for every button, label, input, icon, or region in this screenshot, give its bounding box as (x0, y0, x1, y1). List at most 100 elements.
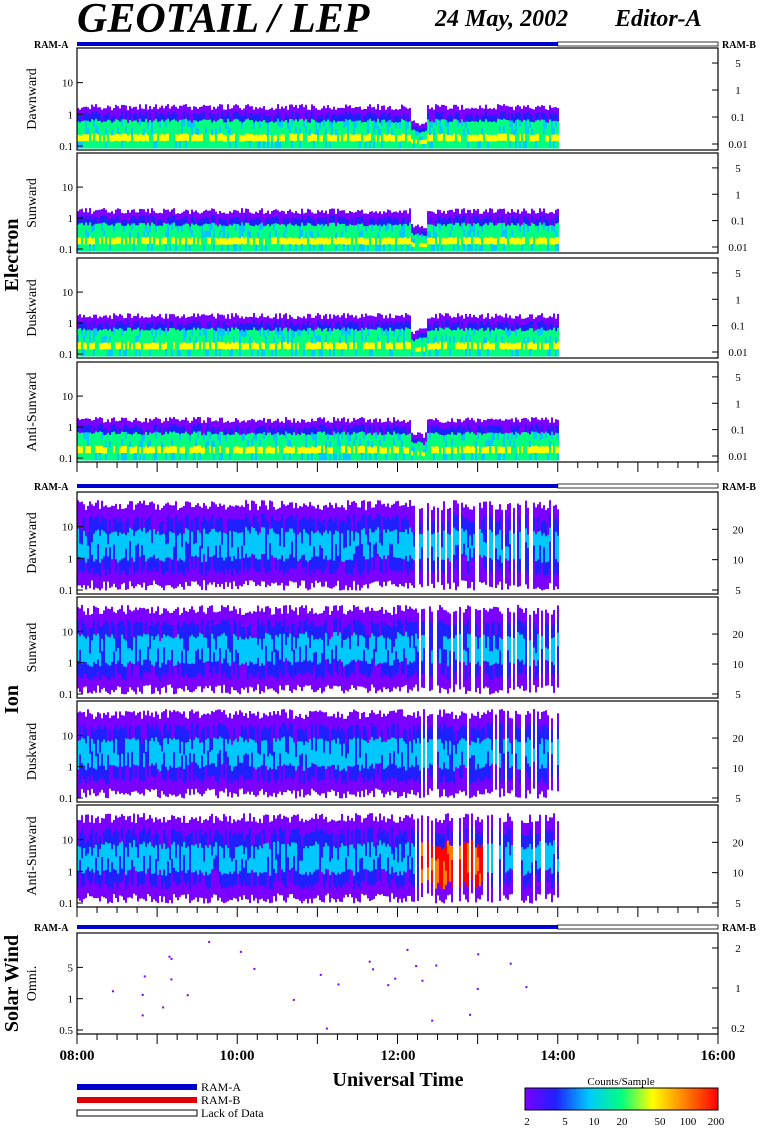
spectrogram-cell (97, 343, 99, 351)
spectrogram-cell (285, 106, 287, 114)
spectrogram-cell (141, 121, 143, 129)
spectrogram-cell (541, 327, 543, 336)
spectrogram-cell (277, 217, 279, 225)
spectrogram-cell (269, 226, 271, 233)
spectrogram-cell (311, 330, 313, 338)
spectrogram-cell (217, 134, 219, 142)
spectrogram-cell (367, 335, 369, 344)
spectrogram-cell (119, 121, 121, 129)
spectrogram-cell (417, 127, 419, 133)
spectrogram-cell (209, 126, 211, 135)
spectrogram-cell (143, 317, 145, 325)
spectrogram-cell (141, 428, 143, 436)
spectrogram-cell (119, 453, 121, 461)
spectrogram-cell (323, 112, 325, 121)
spectrogram-cell (345, 349, 347, 357)
spectrogram-cell (435, 126, 437, 134)
spectrogram-cell (311, 231, 313, 239)
spectrogram-cell (473, 134, 475, 142)
spectrogram-cell (267, 439, 269, 447)
spectrogram-cell (535, 232, 537, 239)
spectrogram-cell (271, 230, 273, 239)
spectrogram-cell (337, 114, 339, 122)
spectrogram-cell (241, 349, 243, 357)
spectrogram-cell (171, 349, 173, 357)
spectrogram-cell (509, 113, 511, 122)
spectrogram-cell (423, 328, 425, 334)
spectrogram-cell (541, 341, 543, 350)
spectrogram-cell (151, 328, 153, 336)
spectrogram-cell (373, 336, 375, 344)
spectrogram-cell (141, 329, 143, 337)
spectrogram-cell (277, 325, 279, 332)
spectrogram-cell (447, 135, 449, 143)
spectrogram-cell (79, 314, 81, 322)
spectrogram-cell (341, 127, 343, 136)
spectrogram-cell (151, 141, 153, 149)
spectrogram-cell (509, 322, 511, 330)
spectrogram-cell (117, 316, 119, 324)
spectrogram-cell (493, 121, 495, 129)
spectrogram-cell (217, 127, 219, 135)
spectrogram-cell (465, 341, 467, 350)
spectrogram-cell (489, 229, 491, 238)
spectrogram-cell (207, 417, 209, 425)
spectrogram-cell (99, 209, 101, 218)
spectrogram-cell (327, 337, 329, 345)
section-label: Solar Wind (1, 935, 23, 1032)
spectrogram-cell (379, 122, 381, 130)
spectrogram-cell (161, 213, 163, 221)
spectrogram-cell (307, 320, 309, 329)
spectrogram-cell (239, 434, 241, 442)
spectrogram-cell (443, 104, 445, 113)
spectrogram-cell (309, 314, 311, 322)
spectrogram-cell (133, 329, 135, 337)
spectrogram-cell (505, 313, 507, 322)
spectrogram-cell (257, 219, 259, 227)
spectrogram-cell (477, 236, 479, 245)
spectrogram-cell (493, 225, 495, 233)
spectrogram-cell (521, 337, 523, 345)
spectrogram-cell (387, 223, 389, 231)
spectrogram-cell (141, 209, 143, 217)
spectrogram-cell (257, 115, 259, 123)
spectrogram-cell (99, 237, 101, 245)
spectrogram-cell (527, 244, 529, 252)
spectrogram-cell (159, 219, 161, 226)
spectrogram-cell (201, 422, 203, 430)
spectrogram-cell (391, 324, 393, 332)
spectrogram-cell (235, 133, 237, 142)
spectrogram-cell (405, 120, 407, 129)
spectrogram-cell (361, 216, 363, 224)
spectrogram-cell (459, 232, 461, 240)
spectrogram-cell (287, 224, 289, 232)
spectrogram-cell (181, 453, 183, 461)
spectrogram-cell (107, 133, 109, 142)
spectrogram-cell (249, 420, 251, 428)
spectrogram-cell (97, 418, 99, 426)
spectrogram-cell (531, 229, 533, 238)
spectrogram-cell (439, 127, 441, 135)
spectrogram-cell (79, 439, 81, 448)
spectrogram-cell (317, 320, 319, 328)
spectrogram-cell (133, 216, 135, 224)
spectrogram-cell (81, 107, 83, 115)
spectrogram-cell (401, 328, 403, 336)
spectrogram-cell (429, 211, 431, 219)
spectrogram-cell (417, 347, 419, 353)
y-right-tick-label: 1 (735, 294, 741, 306)
spectrogram-cell (463, 215, 465, 224)
spectrogram-cell (105, 128, 107, 136)
spectrogram-cell (407, 321, 409, 329)
spectrogram-cell (477, 115, 479, 123)
spectrogram-cell (513, 324, 515, 332)
spectrogram-cell (435, 226, 437, 233)
spectrogram-cell (443, 133, 445, 142)
spectrogram-cell (533, 343, 535, 351)
spectrogram-cell (155, 329, 157, 337)
spectrogram-cell (323, 126, 325, 135)
spectrogram-cell (341, 217, 343, 225)
spectrogram-cell (285, 341, 287, 350)
spectrogram-cell (337, 141, 339, 149)
spectrogram-cell (129, 320, 131, 329)
